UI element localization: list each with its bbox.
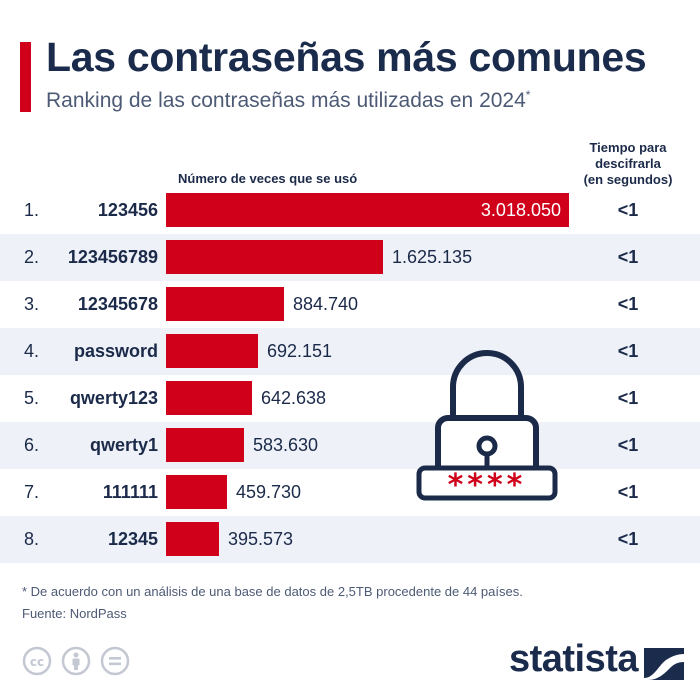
bar <box>166 240 383 274</box>
rank-label: 5. <box>24 388 40 408</box>
time-header-line-2: descifrarla <box>595 156 661 171</box>
bar <box>166 475 227 509</box>
password-label: 123456789 <box>67 247 158 267</box>
chart-title: Las contraseñas más comunes <box>46 34 647 80</box>
bar <box>166 287 284 321</box>
statista-logo-icon <box>644 648 684 680</box>
attribution-icon[interactable] <box>61 646 91 676</box>
value-label: 395.573 <box>228 529 294 549</box>
rank-label: 3. <box>24 294 40 314</box>
no-derivatives-icon[interactable] <box>100 646 130 676</box>
rank-label: 6. <box>24 435 40 455</box>
password-label: qwerty123 <box>69 388 158 408</box>
value-label: 3.018.050 <box>480 200 561 220</box>
chart-row: 2. 123456789 1.625.135 <1 <box>0 234 700 281</box>
value-label: 459.730 <box>236 482 302 502</box>
subtitle-footnote-mark: * <box>525 88 531 102</box>
crack-time-value: <1 <box>617 294 639 314</box>
crack-time-value: <1 <box>617 200 639 220</box>
password-label: 12345678 <box>77 294 158 314</box>
count-column-header: Número de veces que se usó <box>178 171 358 186</box>
password-label: qwerty1 <box>89 435 158 455</box>
chart-row: 6. qwerty1 583.630 <1 <box>0 422 700 469</box>
chart-row: 5. qwerty123 642.638 <1 <box>0 375 700 422</box>
bar <box>166 334 258 368</box>
password-label: 111111 <box>102 482 158 502</box>
time-header-line-3: (en segundos) <box>583 172 673 187</box>
chart-subtitle: Ranking de las contraseñas más utilizada… <box>46 88 530 113</box>
password-label: 12345 <box>107 529 158 549</box>
svg-text:cc: cc <box>30 655 44 669</box>
crack-time-value: <1 <box>617 247 639 267</box>
rank-label: 1. <box>24 200 40 220</box>
rank-label: 2. <box>24 247 40 267</box>
chart-row: 7. 111111 459.730 <1 <box>0 469 700 516</box>
value-label: 642.638 <box>261 388 327 408</box>
title-accent-bar <box>20 42 31 112</box>
masked-password-text: **** <box>448 468 527 501</box>
password-label: password <box>73 341 158 361</box>
crack-time-value: <1 <box>617 341 639 361</box>
license-icons: cc <box>22 646 130 676</box>
crack-time-value: <1 <box>617 482 639 502</box>
chart-row: 8. 12345 395.573 <1 <box>0 516 700 563</box>
masked-password-field: **** <box>416 465 558 501</box>
value-label: 583.630 <box>253 435 319 455</box>
footnote: * De acuerdo con un análisis de una base… <box>22 584 523 599</box>
brand-logo-text[interactable]: statista <box>508 638 639 680</box>
value-label: 884.740 <box>293 294 359 314</box>
bar <box>166 381 252 415</box>
bar <box>166 428 244 462</box>
value-label: 692.151 <box>267 341 333 361</box>
bar <box>166 522 219 556</box>
rank-label: 8. <box>24 529 40 549</box>
crack-time-value: <1 <box>617 529 639 549</box>
crack-time-value: <1 <box>617 435 639 455</box>
time-column-header: Tiempo para descifrarla (en segundos) <box>572 140 684 188</box>
password-label: 123456 <box>97 200 158 220</box>
time-header-line-1: Tiempo para <box>589 140 667 155</box>
chart-row: 1. 123456 3.018.050 <1 <box>0 187 700 234</box>
bar <box>166 193 569 227</box>
rank-label: 4. <box>24 341 40 361</box>
value-label: 1.625.135 <box>392 247 473 267</box>
crack-time-value: <1 <box>617 388 639 408</box>
chart-row: 3. 12345678 884.740 <1 <box>0 281 700 328</box>
rank-label: 7. <box>24 482 40 502</box>
source-note: Fuente: NordPass <box>22 606 127 621</box>
chart-row: 4. password 692.151 <1 <box>0 328 700 375</box>
subtitle-text: Ranking de las contraseñas más utilizada… <box>46 89 526 112</box>
cc-icon[interactable]: cc <box>22 646 52 676</box>
